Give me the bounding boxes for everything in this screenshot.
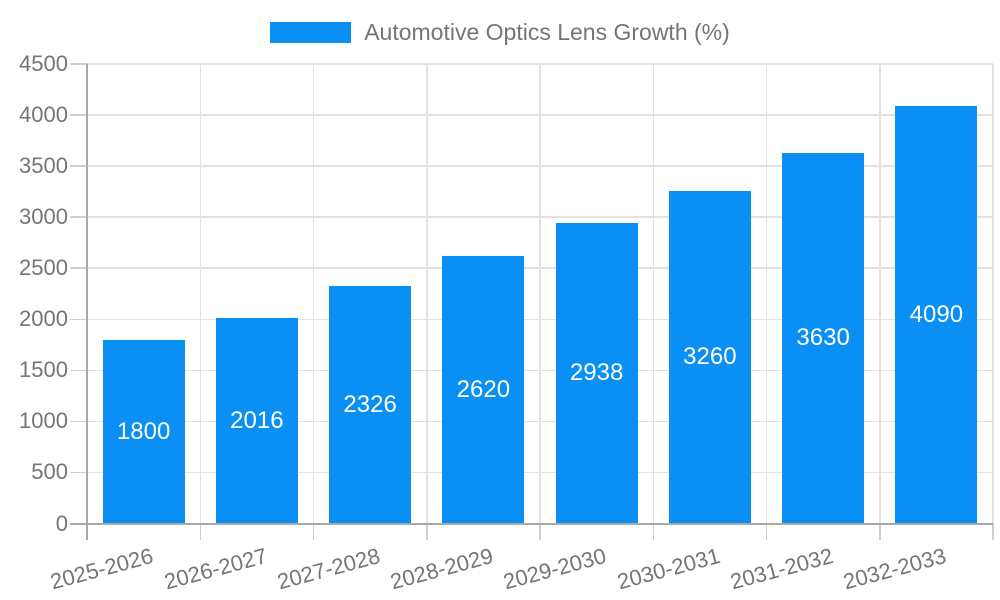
y-axis-label: 2500 [19,255,68,281]
x-tick [539,523,541,540]
x-axis-label: 2027-2028 [274,543,383,595]
bar-value-label: 3630 [796,324,850,352]
y-axis-label: 3500 [19,153,68,179]
x-gridline [312,64,315,524]
bar[interactable] [555,223,638,524]
x-gridline [539,64,541,524]
x-gridline [199,64,201,524]
bar-value-label: 2016 [230,406,284,434]
x-gridline [765,64,768,524]
x-tick [86,523,88,540]
legend-swatch [270,22,352,43]
bar-value-label: 3260 [683,343,737,371]
x-tick [426,523,428,540]
y-axis-label: 2000 [19,306,68,332]
bar-value-label: 2938 [569,359,624,387]
legend-label: Automotive Optics Lens Growth (%) [364,19,730,45]
x-gridline [426,64,428,524]
y-tick [70,63,87,65]
bar-value-label: 4090 [909,300,964,328]
bar-value-label: 1800 [116,417,171,445]
y-tick [70,318,87,321]
y-tick [70,114,87,116]
x-axis-label: 2028-2029 [387,543,496,595]
y-axis-label: 500 [31,459,68,485]
bar[interactable] [102,339,185,524]
y-axis-line [86,64,88,524]
x-axis-label: 2025-2026 [47,543,157,595]
y-tick [70,369,87,372]
bar[interactable] [215,317,298,524]
y-axis-label: 1000 [19,408,68,434]
x-axis-label: 2029-2030 [500,543,610,595]
bar[interactable] [668,190,751,524]
x-tick [879,523,881,540]
bar[interactable] [782,152,865,524]
bar[interactable] [442,255,525,524]
x-tick [312,523,315,540]
x-tick [992,523,994,540]
x-gridline [652,64,654,524]
y-tick [70,267,87,269]
x-tick [765,523,768,540]
y-axis-label: 4500 [19,51,68,76]
x-tick [199,523,201,540]
x-axis-label: 2032-2033 [840,543,949,595]
x-gridline [879,64,881,524]
y-axis-label: 1500 [19,357,68,383]
y-tick [70,471,87,474]
x-axis-label: 2030-2031 [614,543,723,595]
y-tick [70,420,87,423]
x-axis-label: 2031-2032 [727,543,836,595]
bar[interactable] [895,105,978,524]
x-axis-line [70,522,993,525]
bar-value-label: 2620 [456,375,511,403]
y-axis-label: 4000 [19,102,68,128]
legend[interactable]: Automotive Optics Lens Growth (%) [0,19,1000,46]
y-tick [70,216,87,218]
bar[interactable] [329,285,412,524]
x-gridline [992,64,994,524]
bar-value-label: 2326 [343,390,397,418]
y-tick [70,165,87,167]
y-axis-label: 0 [55,510,68,536]
x-axis-label: 2026-2027 [161,543,270,595]
y-axis-label: 3000 [19,204,68,230]
x-tick [652,523,654,540]
